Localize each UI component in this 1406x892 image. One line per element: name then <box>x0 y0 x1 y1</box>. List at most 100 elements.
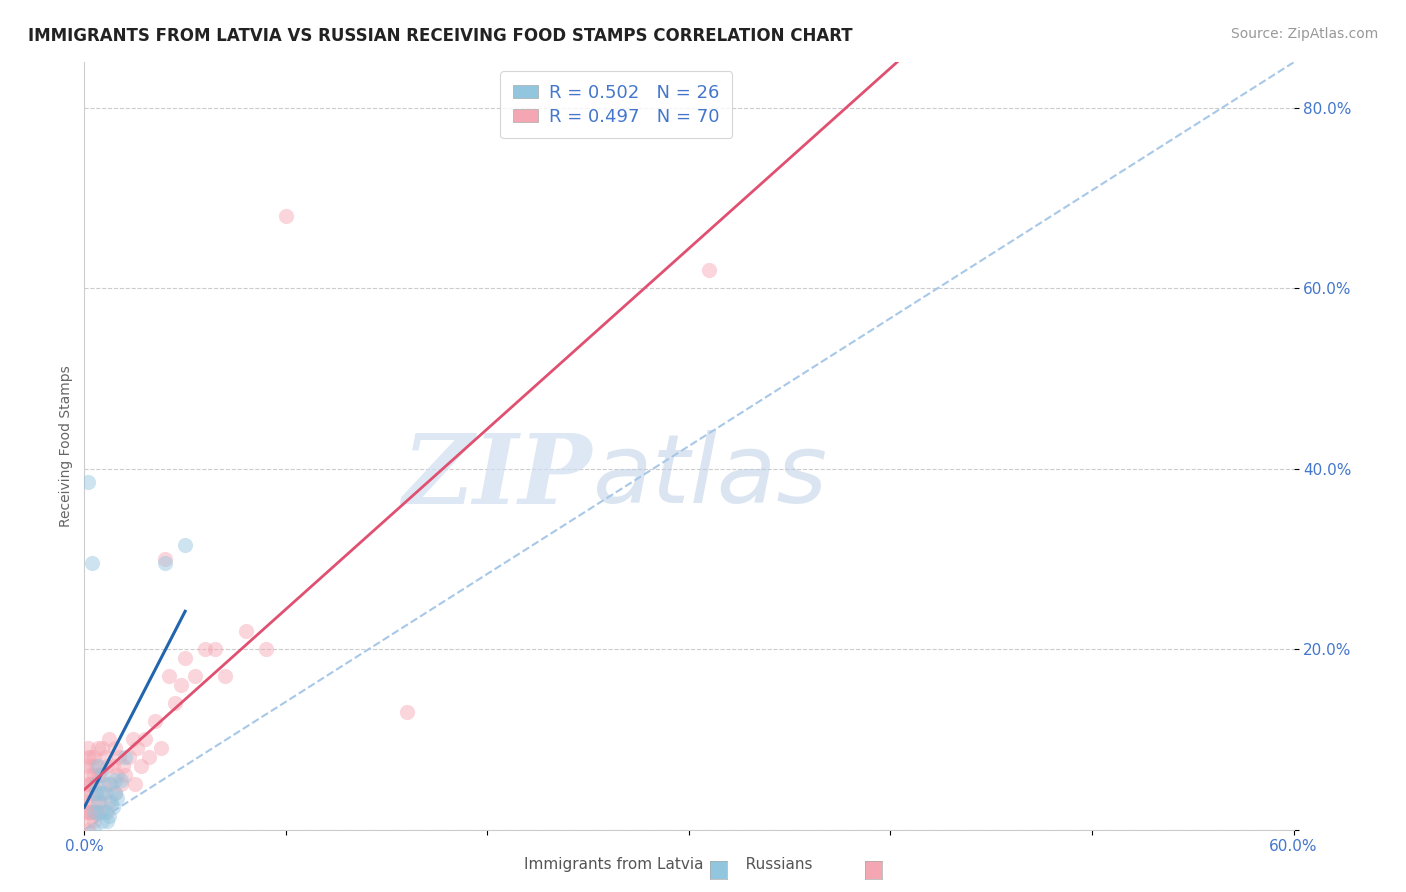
Point <box>75 759 97 773</box>
Point <box>96 814 118 828</box>
Point <box>125 741 148 756</box>
Point <box>143 714 166 729</box>
Point <box>83 796 105 810</box>
Point <box>96 759 118 773</box>
Point <box>101 800 124 814</box>
Point <box>138 750 160 764</box>
Point <box>100 777 122 791</box>
Point <box>118 750 141 764</box>
Point <box>129 759 152 773</box>
Point <box>97 796 120 810</box>
Point <box>93 805 115 819</box>
Point <box>89 787 111 801</box>
Point <box>110 777 132 791</box>
Point <box>153 551 176 566</box>
Point <box>77 741 100 756</box>
Point <box>86 805 108 819</box>
Point <box>170 678 193 692</box>
Point <box>93 787 115 801</box>
Point <box>77 475 100 489</box>
Point <box>97 809 120 823</box>
Point <box>174 651 197 665</box>
Text: atlas: atlas <box>592 430 827 524</box>
Point <box>82 805 104 819</box>
Point <box>79 805 101 819</box>
Point <box>75 796 97 810</box>
Point <box>82 787 104 801</box>
Point <box>77 805 100 819</box>
Point <box>89 796 111 810</box>
Point <box>82 777 104 791</box>
Point <box>134 732 156 747</box>
Point <box>104 787 127 801</box>
Point <box>86 759 108 773</box>
Point <box>110 772 132 787</box>
Point <box>83 814 105 828</box>
Point <box>111 759 134 773</box>
Point <box>105 768 128 782</box>
Point <box>124 777 146 791</box>
Point <box>97 777 120 791</box>
Point <box>395 705 418 719</box>
Point <box>254 642 277 657</box>
Text: Russians: Russians <box>731 857 813 872</box>
Point <box>83 768 105 782</box>
Point <box>91 787 114 801</box>
Point <box>91 768 114 782</box>
Text: Immigrants from Latvia: Immigrants from Latvia <box>523 857 703 872</box>
Point <box>184 669 207 683</box>
Point <box>274 209 297 223</box>
Point <box>86 777 108 791</box>
Point <box>91 814 114 828</box>
Point <box>104 787 127 801</box>
Point <box>87 805 110 819</box>
Point <box>79 750 101 764</box>
Point <box>86 787 108 801</box>
Point <box>149 741 172 756</box>
Point <box>87 759 110 773</box>
Point <box>104 772 127 787</box>
Point <box>89 805 111 819</box>
Text: ZIP: ZIP <box>402 430 592 524</box>
Point <box>96 805 118 819</box>
Point <box>194 642 217 657</box>
Point <box>104 741 127 756</box>
Legend: R = 0.502   N = 26, R = 0.497   N = 70: R = 0.502 N = 26, R = 0.497 N = 70 <box>501 71 733 138</box>
Point <box>114 768 136 782</box>
Point <box>79 814 101 828</box>
Point <box>174 538 197 552</box>
Point <box>214 669 236 683</box>
Point <box>204 642 226 657</box>
Point <box>87 768 110 782</box>
Point <box>153 557 176 571</box>
Point <box>75 805 97 819</box>
Point <box>77 822 100 837</box>
Point <box>121 732 143 747</box>
Point <box>83 805 105 819</box>
Point <box>91 741 114 756</box>
Point <box>97 732 120 747</box>
Text: IMMIGRANTS FROM LATVIA VS RUSSIAN RECEIVING FOOD STAMPS CORRELATION CHART: IMMIGRANTS FROM LATVIA VS RUSSIAN RECEIV… <box>28 27 853 45</box>
Point <box>157 669 180 683</box>
Point <box>87 796 110 810</box>
Point <box>79 768 101 782</box>
Point <box>105 791 128 805</box>
Point <box>100 796 122 810</box>
Point <box>83 750 105 764</box>
Point <box>83 822 105 837</box>
Point <box>93 777 115 791</box>
Point <box>87 741 110 756</box>
Point <box>165 696 187 710</box>
Point <box>101 759 124 773</box>
Point <box>86 787 108 801</box>
Point <box>75 787 97 801</box>
Point <box>77 777 100 791</box>
Point <box>89 768 111 782</box>
Point <box>107 750 129 764</box>
Point <box>79 777 101 791</box>
Y-axis label: Receiving Food Stamps: Receiving Food Stamps <box>59 365 73 527</box>
Point <box>82 557 104 571</box>
Point <box>93 750 115 764</box>
Point <box>77 750 100 764</box>
Point <box>82 759 104 773</box>
